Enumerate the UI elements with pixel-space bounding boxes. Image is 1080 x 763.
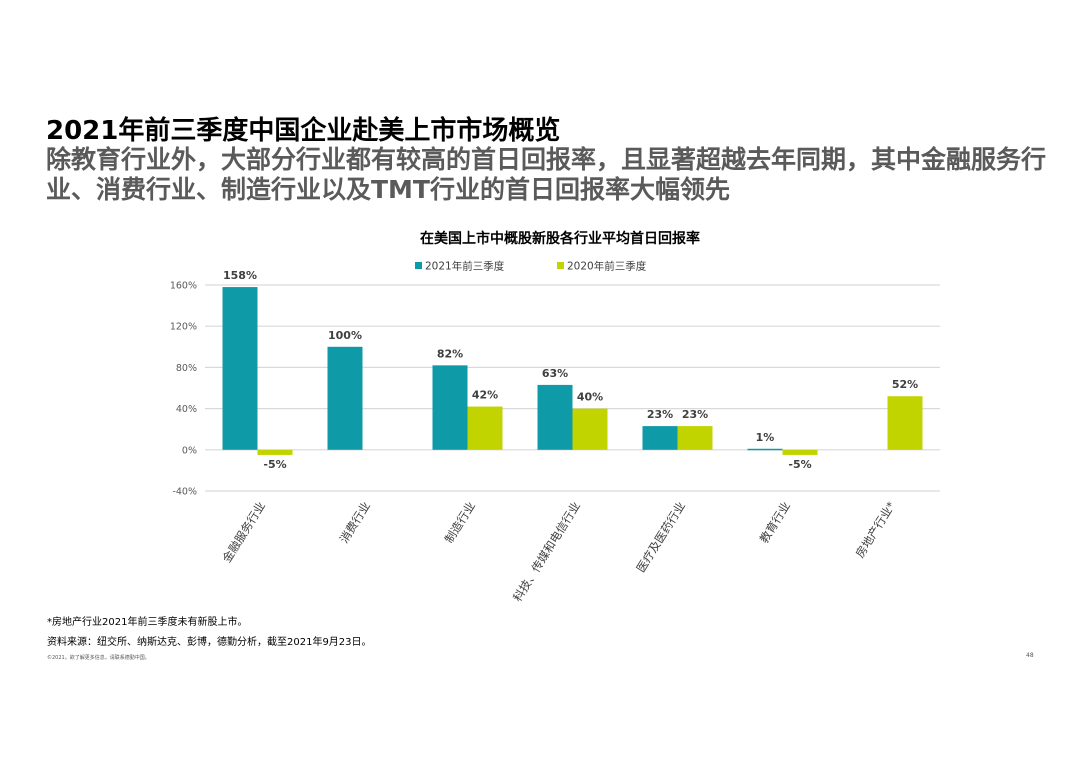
- chart-legend: 2021年前三季度 2020年前三季度: [415, 260, 647, 273]
- data-label: 23%: [682, 408, 708, 421]
- x-tick-label: 教育行业: [757, 499, 793, 545]
- legend-swatch: [415, 262, 422, 269]
- bar: [327, 346, 363, 450]
- x-tick-label: 制造行业: [442, 499, 478, 545]
- data-label: 158%: [223, 269, 257, 282]
- data-label: 40%: [577, 391, 603, 404]
- y-tick-label: -40%: [172, 487, 197, 498]
- y-tick-label: 0%: [182, 445, 197, 456]
- bar: [257, 449, 293, 455]
- data-label: 42%: [472, 389, 498, 402]
- y-tick-label: 40%: [176, 404, 197, 415]
- legend-swatch: [557, 262, 564, 269]
- legend-label: 2020年前三季度: [567, 260, 647, 273]
- bar: [887, 396, 923, 450]
- data-label: 52%: [892, 378, 918, 391]
- page-title: 2021年前三季度中国企业赴美上市市场概览: [46, 116, 561, 146]
- chart-title: 在美国上市中概股新股各行业平均首日回报率: [420, 230, 700, 247]
- data-label: 63%: [542, 367, 568, 380]
- bar: [222, 287, 258, 450]
- x-tick-label: 医疗及医药行业: [634, 499, 689, 575]
- x-tick-label: 房地产行业*: [853, 499, 899, 560]
- bar: [572, 408, 608, 450]
- data-label: 100%: [328, 329, 362, 342]
- x-tick-label: 消费行业: [337, 499, 373, 545]
- bar: [642, 426, 678, 450]
- page-number: 48: [1026, 652, 1034, 659]
- y-tick-label: 160%: [170, 281, 197, 292]
- y-tick-label: 120%: [170, 322, 197, 333]
- y-tick-label: 80%: [176, 363, 197, 374]
- data-label: 1%: [756, 431, 775, 444]
- bar: [432, 365, 468, 450]
- source-note: 资料来源：纽交所、纳斯达克、彭博，德勤分析，截至2021年9月23日。: [47, 637, 372, 648]
- copyright: ©2021。欲了解更多信息，请联系德勤中国。: [47, 655, 150, 661]
- bar: [677, 426, 713, 450]
- page-subtitle: 除教育行业外，大部分行业都有较高的首日回报率，且显著超越去年同期，其中金融服务行…: [46, 145, 1047, 204]
- legend-label: 2021年前三季度: [425, 260, 505, 273]
- data-label: -5%: [788, 458, 811, 471]
- bar: [782, 449, 818, 455]
- x-tick-label: 金融服务行业: [220, 499, 268, 565]
- bar: [747, 448, 783, 451]
- data-label: 82%: [437, 347, 463, 360]
- bar: [467, 406, 503, 450]
- chart-x-axis-labels: 金融服务行业 消费行业 制造行业 科技、传媒和电信行业 医疗及医药行业 教育行业 房地产行业…: [220, 499, 899, 604]
- bar: [537, 384, 573, 450]
- chart-data-labels: 158% -5% 100% 82% 42% 63% 40% 23% 23% 1% -5% 52%: [223, 269, 918, 471]
- x-tick-label: 科技、传媒和电信行业: [510, 499, 583, 604]
- data-label: 23%: [647, 408, 673, 421]
- chart-bars: [222, 287, 923, 455]
- footnote: *房地产行业2021年前三季度未有新股上市。: [47, 617, 248, 628]
- data-label: -5%: [263, 458, 286, 471]
